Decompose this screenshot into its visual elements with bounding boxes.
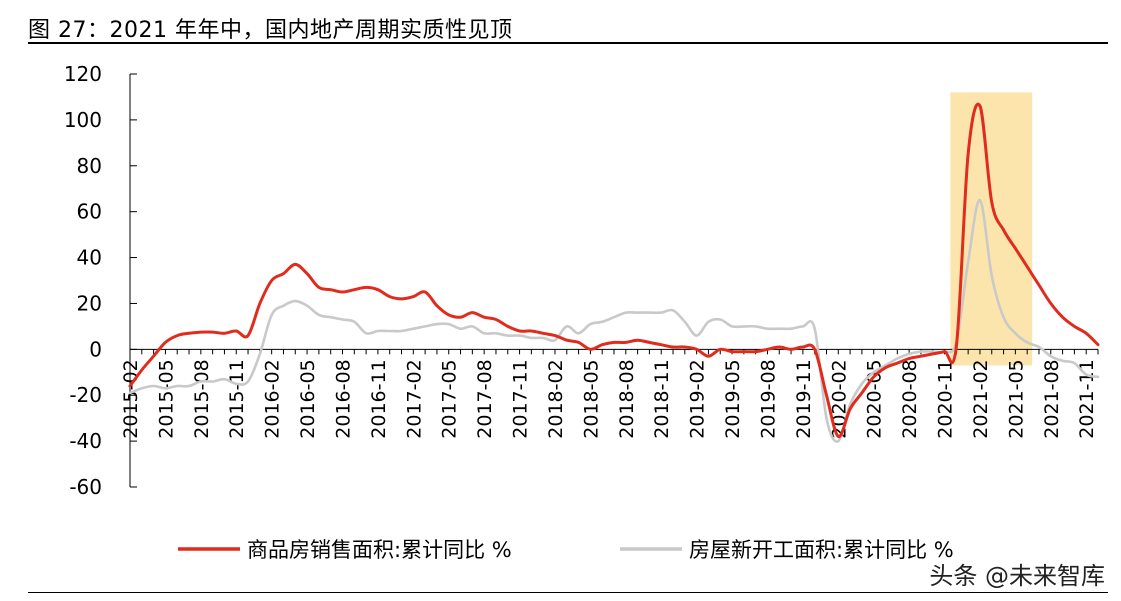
legend-label-starts: 房屋新开工面积:累计同比 %	[689, 538, 954, 562]
x-tick-label: 2019-11	[793, 359, 815, 438]
y-tick-label: 0	[89, 337, 102, 361]
x-tick-label: 2015-05	[155, 359, 177, 438]
y-tick-label: 40	[77, 246, 102, 270]
x-tick-label: 2021-02	[970, 359, 992, 438]
series-layer	[128, 102, 1100, 443]
x-tick-label: 2015-02	[120, 359, 142, 438]
x-tick-label: 2016-08	[332, 359, 354, 438]
x-tick-label: 2017-11	[510, 359, 532, 438]
top-rule	[28, 42, 1108, 44]
legend-label-sales: 商品房销售面积:累计同比 %	[247, 538, 512, 562]
x-tick-label: 2018-11	[651, 359, 673, 438]
y-tick-label: -20	[69, 383, 102, 407]
y-tick-label: 100	[64, 108, 102, 132]
x-tick-label: 2020-11	[935, 359, 957, 438]
y-tick-label: 60	[77, 200, 102, 224]
x-tick-label: 2021-05	[1005, 359, 1027, 438]
watermark: 头条 @未来智库	[929, 562, 1105, 590]
y-tick-label: 20	[77, 291, 102, 315]
x-tick-label: 2017-08	[474, 359, 496, 438]
y-tick-label: 80	[77, 154, 102, 178]
bottom-rule	[28, 592, 1108, 593]
x-tick-label: 2021-11	[1076, 359, 1098, 438]
y-tick-label: -40	[69, 429, 102, 453]
y-tick-label: -60	[69, 475, 102, 499]
x-tick-label: 2021-08	[1041, 359, 1063, 438]
axes-layer: 120 100 80 60 40 20 0 -20 -40 -60 2015-02 2015-05 20…	[64, 62, 1099, 499]
x-tick-label: 2016-11	[368, 359, 390, 438]
x-tick-label: 2019-05	[722, 359, 744, 438]
x-tick-label: 2019-08	[757, 359, 779, 438]
series-line-sales	[128, 102, 1100, 439]
x-tick-label: 2020-05	[864, 359, 886, 438]
x-tick-label: 2018-08	[616, 359, 638, 438]
x-tick-label: 2020-08	[899, 359, 921, 438]
x-tick-label: 2018-05	[580, 359, 602, 438]
x-tick-label: 2020-02	[828, 359, 850, 438]
x-tick-label: 2016-02	[262, 359, 284, 438]
y-tick-label: 120	[64, 62, 102, 86]
x-tick-label: 2018-02	[545, 359, 567, 438]
x-tick-label: 2017-02	[403, 359, 425, 438]
x-tick-label: 2017-05	[439, 359, 461, 438]
figure-title: 图 27：2021 年年中，国内地产周期实质性见顶	[28, 18, 513, 43]
x-tick-label: 2019-02	[687, 359, 709, 438]
legend: 商品房销售面积:累计同比 % 房屋新开工面积:累计同比 %	[178, 538, 954, 562]
x-tick-label: 2015-08	[191, 359, 213, 438]
x-tick-label: 2015-11	[226, 359, 248, 438]
x-tick-label: 2016-05	[297, 359, 319, 438]
